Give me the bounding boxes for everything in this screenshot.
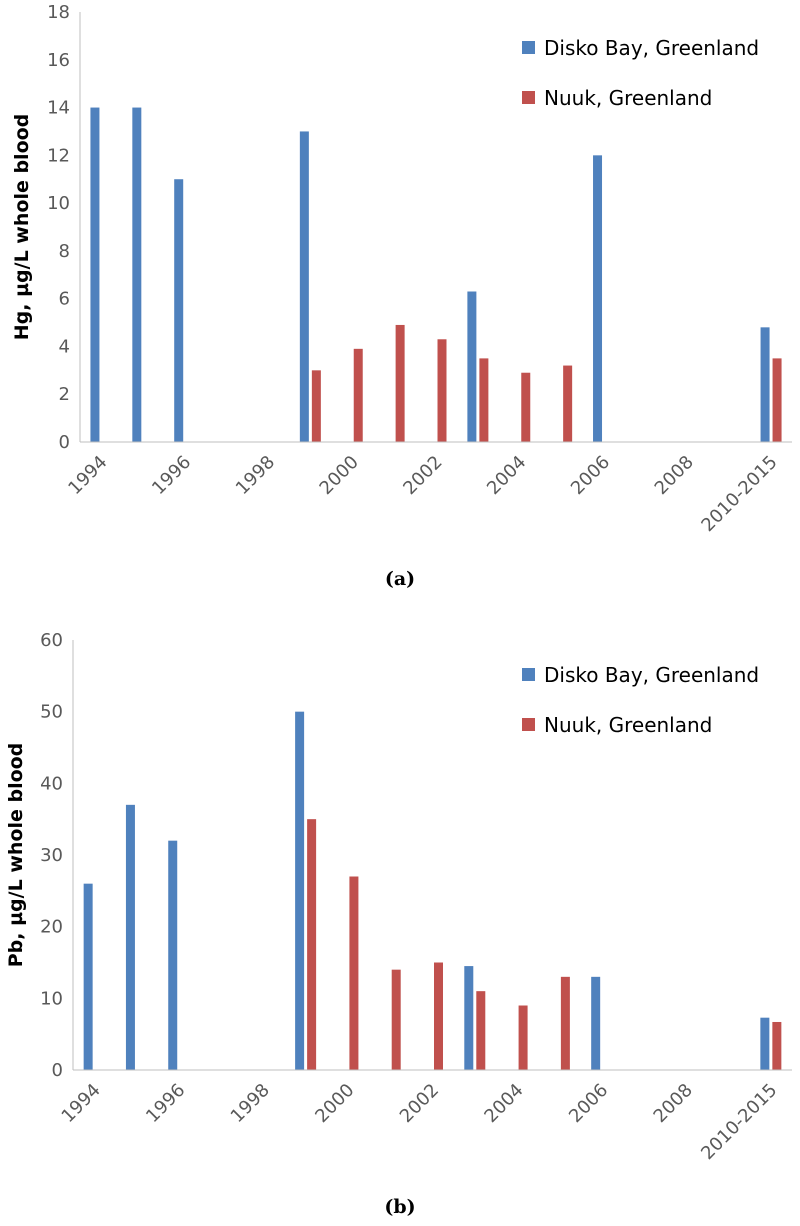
bar-nuuk-2004	[518, 1005, 528, 1070]
bar-nuuk-2000	[353, 348, 363, 442]
bar-nuuk-2010-2015	[772, 358, 782, 442]
bar-disko-1995	[132, 107, 142, 443]
bar-disko-1996	[174, 179, 184, 442]
legend-label-nuuk: Nuuk, Greenland	[544, 713, 712, 737]
x-tick-label: 2006	[567, 452, 614, 499]
bar-disko-1995	[125, 804, 135, 1070]
bar-disko-1999	[295, 711, 305, 1070]
y-tick-label: 16	[47, 50, 70, 71]
y-tick-label: 50	[40, 702, 63, 723]
bar-disko-1994	[90, 107, 100, 443]
x-tick-label: 2008	[651, 452, 698, 499]
y-tick-label: 20	[40, 917, 63, 938]
y-tick-label: 6	[59, 289, 70, 310]
legend-label-disko: Disko Bay, Greenland	[544, 36, 759, 60]
panel-label: (a)	[385, 568, 415, 590]
bar-disko-2006	[593, 155, 603, 443]
y-tick-label: 10	[40, 988, 63, 1009]
y-tick-label: 0	[59, 432, 70, 453]
x-tick-label: 2008	[650, 1080, 697, 1127]
bar-nuuk-1999	[311, 370, 321, 442]
x-tick-label: 1996	[142, 1080, 189, 1127]
x-tick-label: 2004	[480, 1080, 527, 1127]
bar-disko-2010-2015	[760, 327, 770, 442]
y-tick-label: 40	[40, 773, 63, 794]
legend-swatch-nuuk	[522, 91, 535, 104]
bar-nuuk-2001	[395, 324, 405, 442]
legend-label-disko: Disko Bay, Greenland	[544, 663, 759, 687]
x-tick-label: 1994	[64, 452, 111, 499]
bar-nuuk-2003	[476, 991, 486, 1070]
x-tick-label: 2000	[316, 452, 363, 499]
y-tick-label: 10	[47, 193, 70, 214]
x-tick-label: 2010-2015	[697, 1080, 781, 1164]
y-tick-label: 0	[52, 1060, 63, 1081]
y-tick-label: 4	[59, 336, 70, 357]
y-tick-label: 18	[47, 2, 70, 23]
panel-label: (b)	[384, 1196, 415, 1218]
bar-disko-2003	[464, 966, 474, 1070]
bar-nuuk-1999	[307, 819, 317, 1070]
x-tick-label: 2010-2015	[697, 452, 781, 536]
bar-nuuk-2003	[479, 358, 489, 442]
x-tick-label: 1994	[58, 1080, 105, 1127]
legend-label-nuuk: Nuuk, Greenland	[544, 86, 712, 110]
y-tick-label: 60	[40, 630, 63, 651]
x-tick-label: 1996	[148, 452, 195, 499]
x-tick-label: 2002	[396, 1080, 443, 1127]
bar-nuuk-2001	[391, 969, 401, 1070]
legend-swatch-disko	[522, 41, 535, 54]
bar-disko-1999	[299, 131, 309, 442]
bar-nuuk-2005	[563, 365, 573, 442]
x-tick-label: 1998	[227, 1080, 274, 1127]
legend-swatch-disko	[522, 668, 535, 681]
y-tick-label: 14	[47, 98, 70, 119]
y-tick-label: 30	[40, 845, 63, 866]
y-tick-label: 8	[59, 241, 70, 262]
bar-disko-2006	[591, 976, 601, 1070]
y-axis-title: Pb, µg/L whole blood	[5, 743, 27, 968]
bar-disko-2010-2015	[760, 1017, 770, 1070]
x-tick-label: 2000	[311, 1080, 358, 1127]
x-tick-label: 2002	[399, 452, 446, 499]
bar-disko-1994	[83, 883, 93, 1070]
bar-nuuk-2010-2015	[772, 1021, 782, 1070]
bar-nuuk-2000	[349, 876, 359, 1070]
x-tick-label: 2004	[483, 452, 530, 499]
chart-a: 0 2 4 6 8 10 12 14 16 18 1994 1996 1998 2000 2002 2004 2…	[11, 2, 792, 590]
chart-b: 0 10 20 30 40 50 60 1994 1996 1998 2000 2002 2004 200…	[5, 630, 792, 1218]
x-tick-label: 1998	[232, 452, 279, 499]
bar-nuuk-2005	[560, 976, 570, 1070]
y-tick-label: 2	[59, 384, 70, 405]
legend-swatch-nuuk	[522, 718, 535, 731]
bar-nuuk-2002	[437, 339, 447, 442]
bar-disko-1996	[168, 840, 178, 1070]
x-tick-label: 2006	[565, 1080, 612, 1127]
bar-nuuk-2004	[521, 372, 531, 442]
y-tick-label: 12	[47, 145, 70, 166]
bar-disko-2003	[467, 291, 477, 442]
bar-nuuk-2002	[434, 962, 443, 1070]
y-axis-title: Hg, µg/L whole blood	[11, 114, 33, 341]
